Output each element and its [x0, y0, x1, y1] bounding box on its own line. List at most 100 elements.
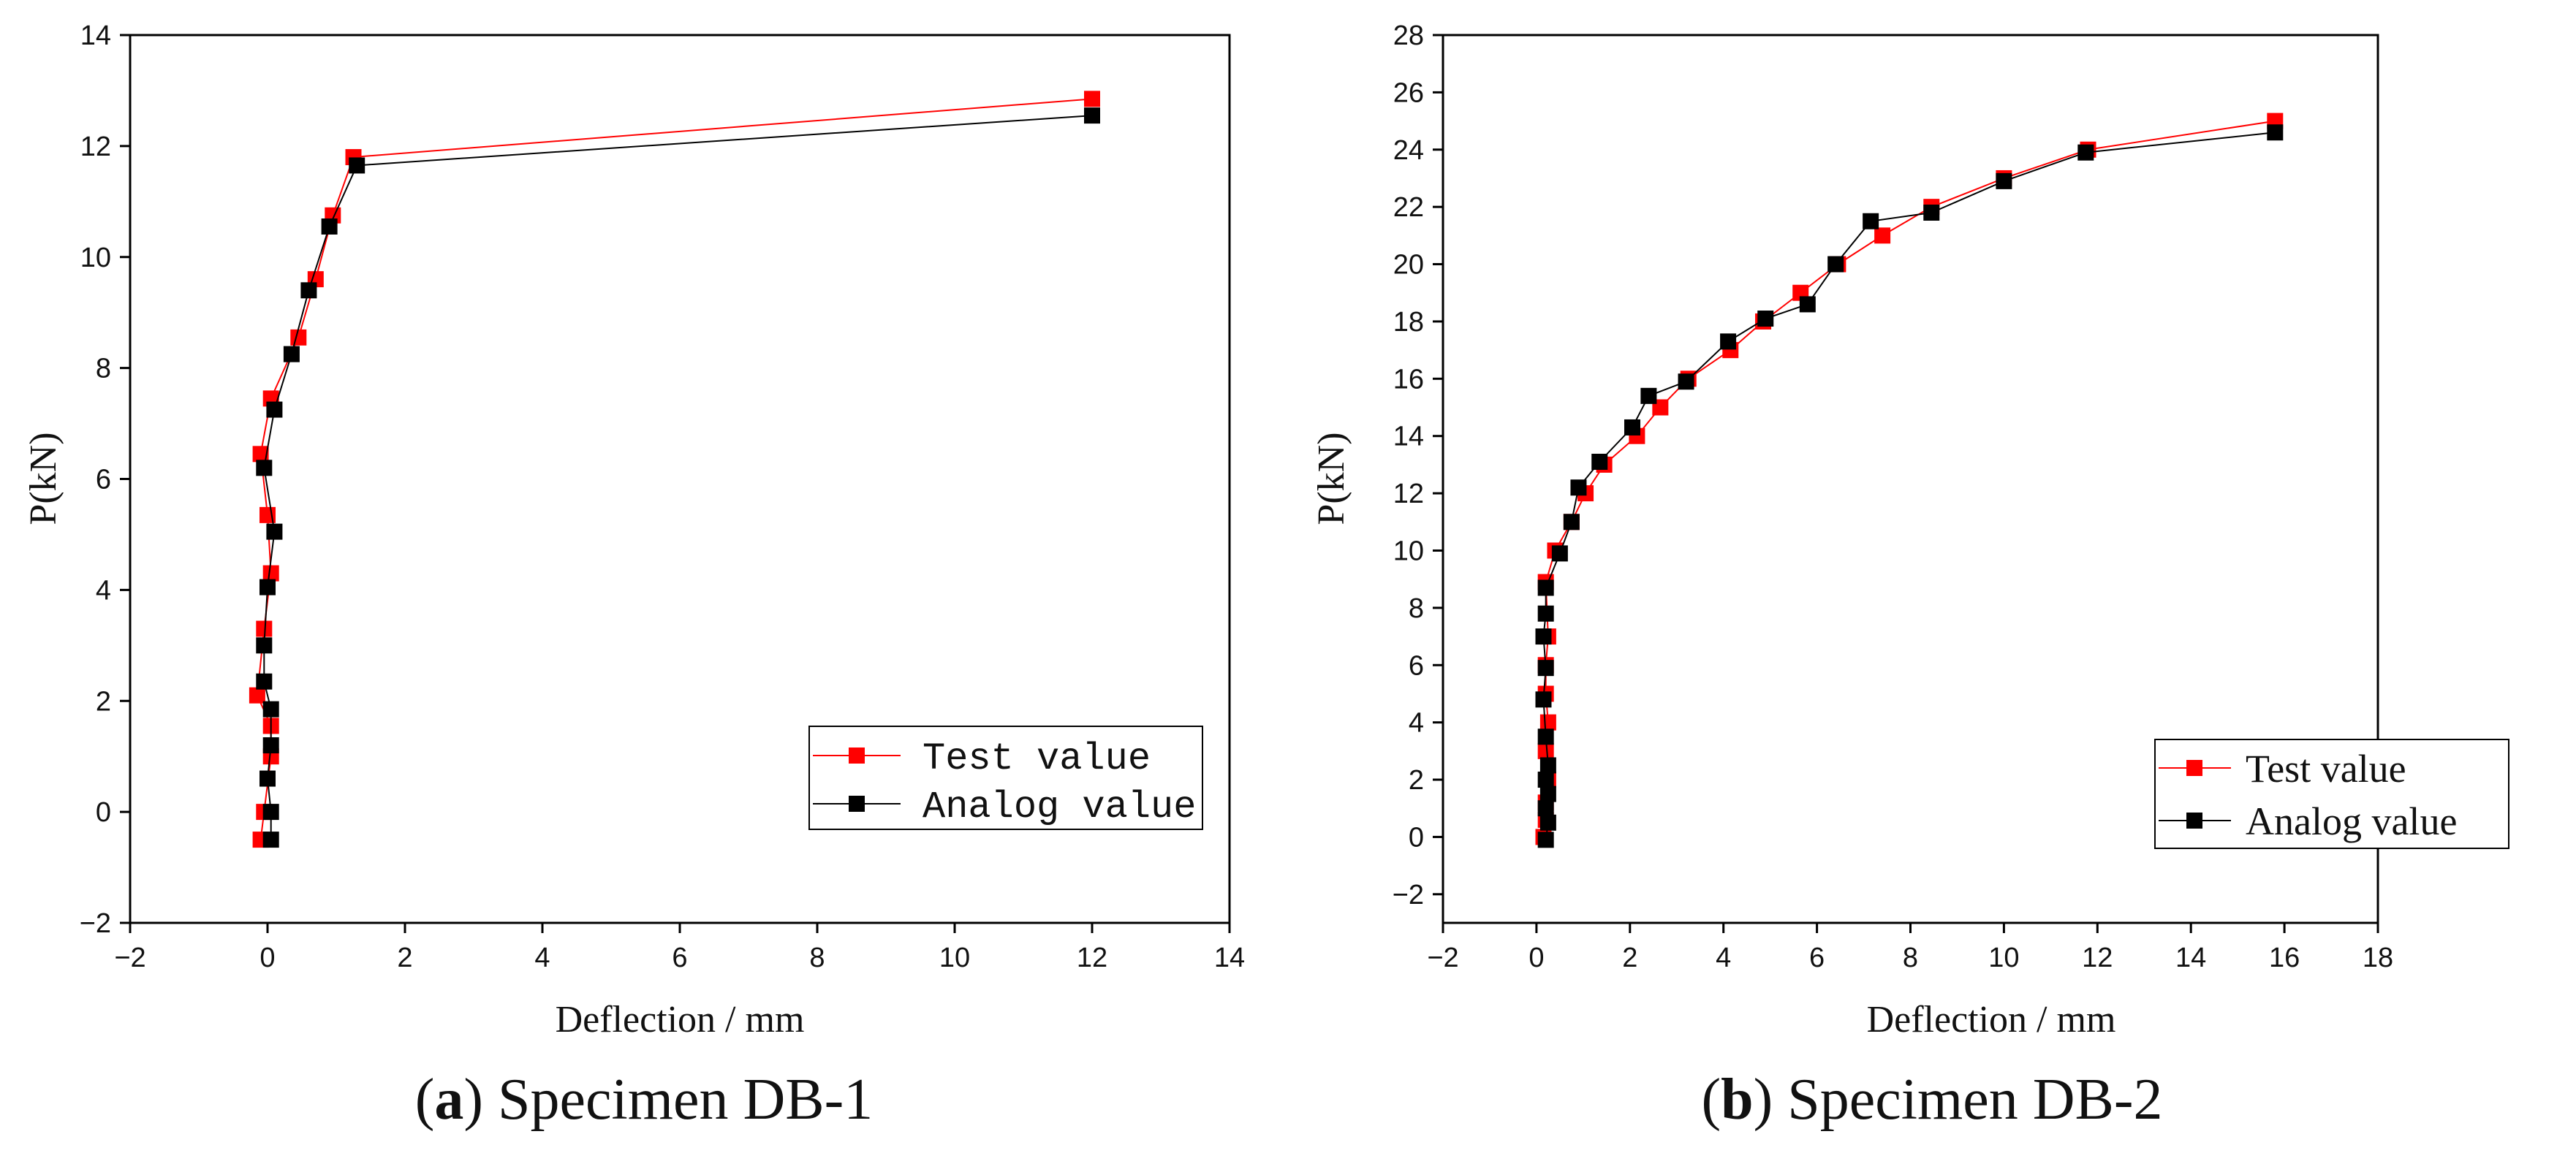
chart-a-ytick-label: 8 [96, 354, 111, 384]
chart-b-ytick-label: 4 [1409, 708, 1424, 739]
chart-b-analog-value-point [1535, 691, 1552, 708]
chart-b-analog-value-point [2077, 144, 2094, 161]
chart-b-analog-value-point [1537, 660, 1554, 677]
chart-b-analog-value-point [1539, 814, 1556, 831]
chart-a-analog-value-point [256, 673, 273, 690]
chart-b-analog-value-point [1640, 387, 1657, 404]
chart-a-legend-test-label: Test value [923, 737, 1151, 780]
chart-b-analog-value-point [1799, 296, 1816, 313]
chart-b-analog-value-point [1539, 757, 1556, 774]
chart-b-ytick-label: 28 [1393, 20, 1424, 51]
chart-b-analog-value-line [1542, 132, 2276, 840]
chart-b-analog-value-point [1537, 579, 1554, 596]
chart-b-test-value-point [1537, 742, 1554, 759]
chart-a-test-value-point [256, 620, 273, 637]
chart-b-legend-analog-marker [2186, 813, 2202, 829]
chart-a-ytick-label: 12 [80, 132, 111, 162]
chart-b-xtick-label: 6 [1809, 943, 1825, 973]
chart-a-analog-value-point [1084, 107, 1100, 124]
chart-b-analog-value-point [1624, 419, 1640, 435]
chart-b-analog-value-point [1535, 628, 1552, 645]
chart-b-plot-frame [1442, 34, 2379, 924]
chart-a-analog-value-point [262, 701, 279, 718]
chart-b-analog-value-point [1757, 311, 1774, 327]
chart-b-legend-analog-label: Analog value [2246, 799, 2457, 843]
chart-b-ytick-label: 12 [1393, 479, 1424, 509]
chart-b-ytick-label: 18 [1393, 307, 1424, 338]
chart-a-ytick-label: 4 [96, 575, 111, 606]
chart-b-analog-value-point [1678, 373, 1694, 390]
chart-b-xtick-label: 16 [2269, 943, 2300, 973]
chart-a-analog-value-line [263, 115, 1093, 840]
chart-b-analog-value-point [1537, 729, 1554, 745]
chart-b-ytick-label: 6 [1409, 650, 1424, 681]
caption-a-text: Specimen DB-1 [498, 1068, 874, 1132]
chart-b-analog-value-point [1923, 205, 1940, 221]
chart-b-ylabel: P(kN) [1311, 432, 1352, 525]
chart-b-analog-value-point [1863, 213, 1879, 229]
chart-b-ytick-label: 20 [1393, 250, 1424, 281]
chart-b-analog-value-point [1537, 605, 1554, 622]
chart-a-xlabel: Deflection / mm [556, 999, 805, 1041]
chart-a-analog-value-point [300, 282, 317, 299]
chart-a-ytick-label: 2 [96, 686, 111, 717]
chart-a-legend-analog-label: Analog value [923, 785, 1196, 829]
chart-b-ytick-label: 8 [1409, 593, 1424, 624]
caption-b: (b) Specimen DB-2 [1701, 1068, 2163, 1132]
caption-a-tag: a [434, 1068, 464, 1132]
chart-b-analog-value-point [1563, 514, 1580, 530]
caption-a: (a) Specimen DB-1 [414, 1068, 874, 1132]
chart-b-analog-value-point [1996, 172, 2012, 189]
chart-b-ytick-label: 14 [1393, 422, 1424, 452]
chart-a-analog-value-point [283, 346, 300, 362]
chart-b-xtick-label: 10 [1988, 943, 2019, 973]
chart-b-xtick-label: 8 [1903, 943, 1918, 973]
chart-a-analog-value-point [260, 579, 276, 596]
chart-a-test-value-point [262, 565, 279, 582]
chart-b-ytick-label: −2 [1393, 880, 1424, 910]
chart-a-analog-value-point [262, 832, 279, 848]
chart-b-test-value-point [1539, 714, 1556, 731]
chart-a-analog-value-point [266, 401, 283, 418]
caption-b-text: Specimen DB-2 [1787, 1068, 2163, 1132]
chart-b-ytick-label: 24 [1393, 135, 1424, 166]
chart-a-ytick-label: −2 [80, 908, 111, 939]
chart-a-analog-value-point [256, 637, 273, 654]
chart-a-ylabel: P(kN) [23, 432, 64, 525]
chart-b-xtick-label: 0 [1528, 943, 1544, 973]
chart-b-analog-value-point [1537, 800, 1554, 817]
chart-panel-a: −2 0 2 4 6 8 10 12 14 −2 0 2 4 6 8 10 12 14 Test value An… [23, 20, 1245, 1132]
chart-a-xtick-label: 4 [534, 943, 550, 973]
chart-a-ytick-label: 10 [80, 243, 111, 273]
chart-b-xtick-label: −2 [1427, 943, 1458, 973]
chart-a-ytick-label: 0 [96, 797, 111, 828]
chart-b-xtick-label: 2 [1622, 943, 1637, 973]
chart-b-ytick-label: 10 [1393, 536, 1424, 566]
chart-a-xtick-label: 10 [939, 943, 970, 973]
chart-b-xtick-label: 18 [2363, 943, 2393, 973]
chart-b-ytick-label: 22 [1393, 192, 1424, 223]
chart-a-legend-analog-marker [849, 796, 865, 812]
chart-b-test-value-line [1542, 120, 2276, 837]
chart-a-test-value-point [290, 329, 307, 346]
chart-a-test-value-point [1084, 91, 1100, 107]
chart-b-analog-value-point [1551, 545, 1568, 562]
chart-b-ytick-label: 16 [1393, 364, 1424, 395]
chart-a-test-value-point [252, 446, 269, 463]
chart-b-legend-box [2154, 739, 2509, 849]
chart-b-analog-value-point [1537, 832, 1554, 848]
chart-b-legend-test-marker [2186, 760, 2202, 776]
chart-b-analog-value-point [1720, 333, 1737, 350]
caption-b-tag: b [1721, 1068, 1754, 1132]
chart-a-xtick-label: 14 [1214, 943, 1245, 973]
chart-b-ytick-label: 26 [1393, 77, 1424, 108]
chart-a-xtick-label: 6 [672, 943, 687, 973]
chart-a-plot-frame [129, 34, 1231, 924]
chart-b-analog-value-point [1570, 479, 1587, 496]
chart-b-analog-value-point [1591, 453, 1608, 470]
chart-a-xtick-label: 0 [260, 943, 275, 973]
chart-a-test-value-point [249, 687, 265, 704]
chart-a-xtick-label: 12 [1077, 943, 1107, 973]
chart-a-xtick-label: −2 [114, 943, 145, 973]
chart-a-legend-test-marker [849, 748, 865, 764]
